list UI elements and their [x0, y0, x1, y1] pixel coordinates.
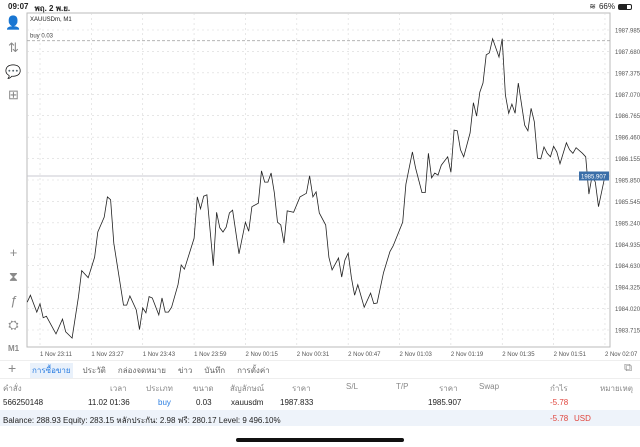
status-left: 09:07 พฤ. 2 พ.ย. [8, 2, 70, 15]
tab-history[interactable]: ประวัติ [82, 366, 106, 375]
x-tick-label: 2 Nov 01:51 [554, 352, 587, 358]
order-current-price: 1985.907 [428, 398, 462, 407]
col-swap: Swap [479, 382, 500, 391]
battery-percent: 66% [598, 2, 615, 11]
y-tick-label: 1985.850 [615, 179, 640, 185]
battery-icon [618, 3, 632, 10]
col-tp: T/P [396, 382, 409, 391]
col-volume: ขนาด [193, 384, 214, 393]
tab-list: การซื้อขาย ประวัติ กล่องจดหมาย ข่าว บันท… [30, 363, 272, 378]
x-tick-label: 2 Nov 01:03 [400, 352, 433, 358]
clock: 09:07 [8, 2, 29, 11]
y-tick-label: 1984.020 [615, 307, 640, 313]
y-tick-label: 1987.985 [615, 29, 640, 35]
y-tick-label: 1984.935 [615, 243, 640, 249]
timeframe-button[interactable]: M1 [7, 344, 20, 353]
col-type: ประเภท [146, 384, 173, 393]
tab-settings[interactable]: การตั้งค่า [237, 366, 270, 375]
chart-toolbar: 👤 ⇅ 💬 ⊞ + ⧗ ƒ ⛭ M1 [0, 13, 27, 358]
battery-indicator: ≋ 66% [589, 2, 632, 11]
x-tick-label: 2 Nov 00:31 [297, 352, 330, 358]
y-tick-label: 1983.715 [615, 329, 640, 335]
y-tick-label: 1985.240 [615, 221, 640, 227]
order-time: 11.02 01:36 [88, 398, 130, 407]
table-row[interactable]: 566250148 11.02 01:36 buy 0.03 xauusdm 1… [0, 396, 640, 410]
chart-title: XAUUSDm, M1 [30, 17, 72, 23]
order-profit: -5.78 [550, 398, 569, 407]
order-type: buy [158, 398, 171, 407]
currency: USD [574, 414, 591, 423]
y-tick-label: 1984.325 [615, 286, 640, 292]
trade-arrows-icon[interactable]: ⇅ [8, 40, 19, 55]
order-open-price: 1987.833 [280, 398, 314, 407]
order-symbol: xauusdm [231, 398, 264, 407]
x-tick-label: 2 Nov 00:15 [245, 352, 278, 358]
x-tick-label: 2 Nov 02:07 [605, 352, 638, 358]
balance-text: Balance: 288.93 Equity: 283.15 หลักประกั… [3, 416, 281, 425]
x-tick-label: 2 Nov 01:19 [451, 352, 484, 358]
col-profit: กำไร [550, 384, 568, 393]
x-tick-label: 2 Nov 01:35 [502, 352, 535, 358]
price-chart[interactable]: 1987.985 1987.680 1987.375 1987.070 1986.765… [0, 0, 640, 362]
layout-icon[interactable]: ⧉ [624, 362, 632, 374]
col-price: ราคา [439, 384, 458, 393]
x-tick-label: 1 Nov 23:43 [143, 352, 176, 358]
price-line [26, 37, 606, 339]
new-document-icon[interactable]: ⊞ [8, 87, 19, 102]
account-icon[interactable]: 👤 [5, 15, 22, 30]
x-tick-label: 1 Nov 23:11 [40, 352, 73, 358]
col-comment: หมายเหตุ [600, 384, 633, 393]
order-line-label: buy 0.03 [30, 34, 54, 40]
indicators-icon[interactable]: ƒ [9, 293, 18, 308]
add-icon[interactable]: + [8, 360, 17, 376]
home-indicator [236, 438, 404, 442]
current-price-label: 1985.907 [581, 174, 607, 180]
crosshair-icon[interactable]: + [9, 245, 18, 260]
y-tick-label: 1987.680 [615, 50, 640, 56]
col-time: เวลา [110, 384, 127, 393]
date: พฤ. 2 พ.ย. [34, 4, 71, 13]
status-bar: 09:07 พฤ. 2 พ.ย. ≋ 66% [0, 0, 640, 15]
col-sl: S/L [346, 382, 359, 391]
account-summary: Balance: 288.93 Equity: 283.15 หลักประกั… [0, 410, 640, 426]
tab-news[interactable]: ข่าว [177, 366, 193, 375]
x-tick-label: 1 Nov 23:59 [194, 352, 227, 358]
wifi-icon: ≋ [589, 2, 596, 11]
chat-icon[interactable]: 💬 [5, 64, 22, 79]
col-order: คำสั่ง [3, 384, 22, 393]
y-tick-label: 1986.155 [615, 157, 640, 163]
total-profit: -5.78 [550, 414, 569, 423]
y-tick-label: 1987.375 [615, 71, 640, 77]
order-id: 566250148 [3, 398, 44, 407]
y-tick-label: 1985.545 [615, 200, 640, 206]
col-symbol: สัญลักษณ์ [230, 384, 265, 393]
y-tick-label: 1986.460 [615, 136, 640, 142]
y-tick-label: 1986.765 [615, 114, 640, 120]
current-price-tag [579, 171, 609, 181]
tab-trade[interactable]: การซื้อขาย [30, 363, 73, 378]
objects-icon[interactable]: ⛭ [8, 317, 19, 332]
order-volume: 0.03 [196, 398, 212, 407]
table-header: คำสั่ง เวลา ประเภท ขนาด สัญลักษณ์ ราคา S… [0, 380, 640, 393]
bottom-tabs: + การซื้อขาย ประวัติ กล่องจดหมาย ข่าว บั… [0, 360, 640, 378]
tab-mailbox[interactable]: กล่องจดหมาย [117, 366, 166, 375]
tab-journal[interactable]: บันทึก [204, 366, 226, 375]
chart-type-icon[interactable]: ⧗ [8, 269, 19, 284]
x-tick-label: 1 Nov 23:27 [91, 352, 124, 358]
col-open-price: ราคา [292, 384, 311, 393]
y-tick-label: 1987.070 [615, 93, 640, 99]
y-tick-label: 1984.630 [615, 264, 640, 270]
x-tick-label: 2 Nov 00:47 [348, 352, 381, 358]
